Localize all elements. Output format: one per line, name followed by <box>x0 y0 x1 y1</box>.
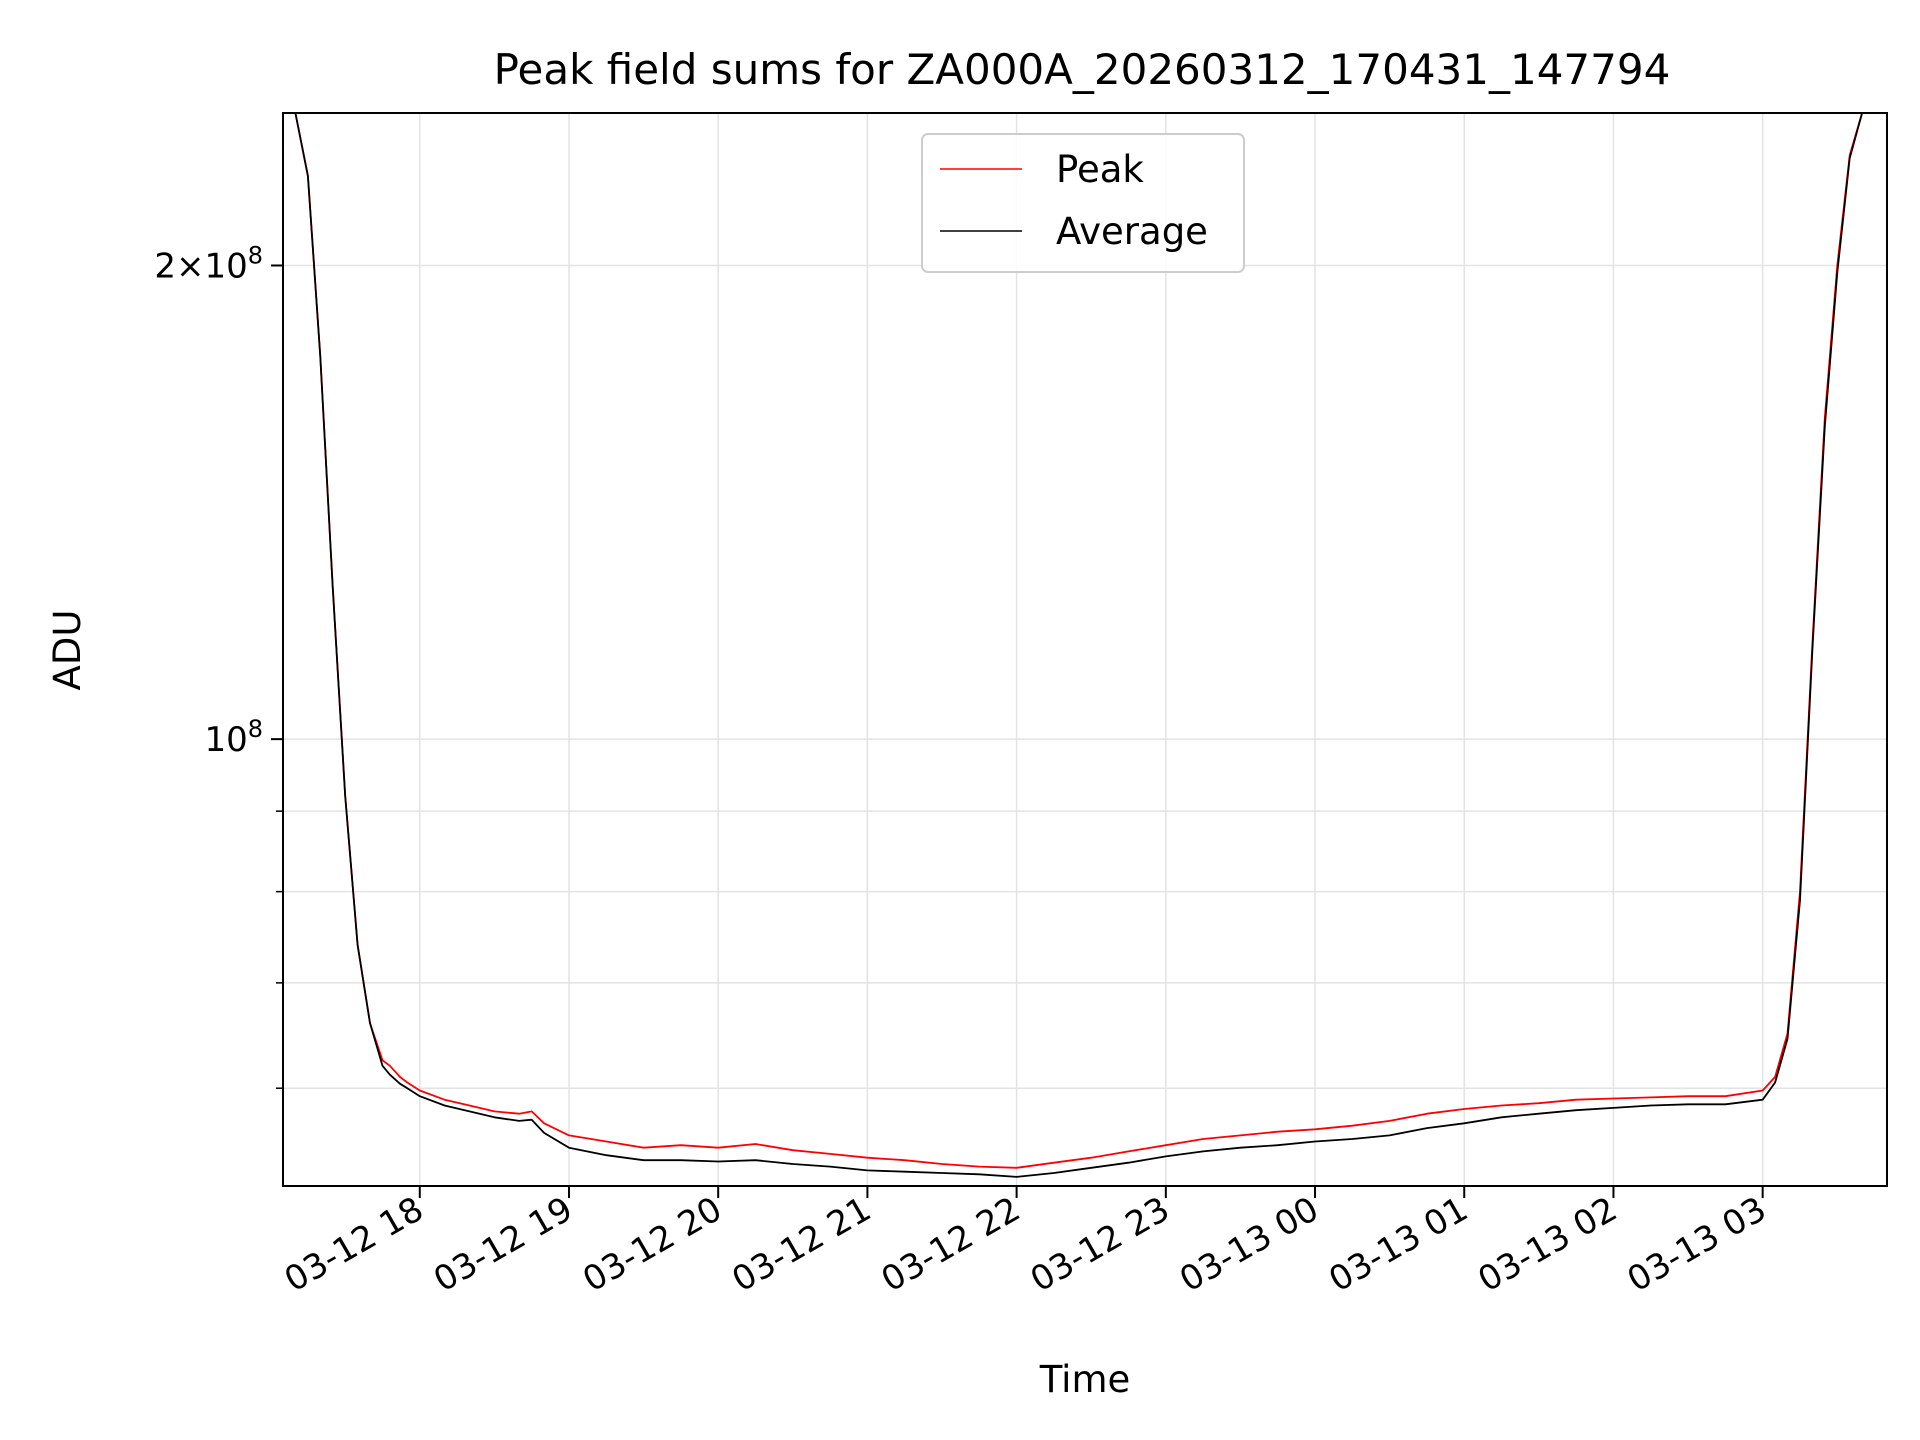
series-line-peak <box>283 113 1887 1169</box>
y-axis-ticks: 2×108 108 <box>154 241 283 1089</box>
legend-label-peak: Peak <box>1056 148 1144 191</box>
series-line-average <box>283 113 1887 1178</box>
plot-frame <box>282 112 1888 1187</box>
y-axis-label: ADU <box>46 610 89 691</box>
series-layer <box>283 113 1887 1178</box>
y-tick-label-0: 2×108 <box>154 241 263 286</box>
legend: Peak Average <box>921 133 1245 273</box>
legend-label-average: Average <box>1056 210 1208 253</box>
chart-title: Peak field sums for ZA000A_20260312_1704… <box>494 45 1671 94</box>
x-axis-label: Time <box>1039 1358 1131 1401</box>
y-tick-label-1: 108 <box>204 715 263 760</box>
